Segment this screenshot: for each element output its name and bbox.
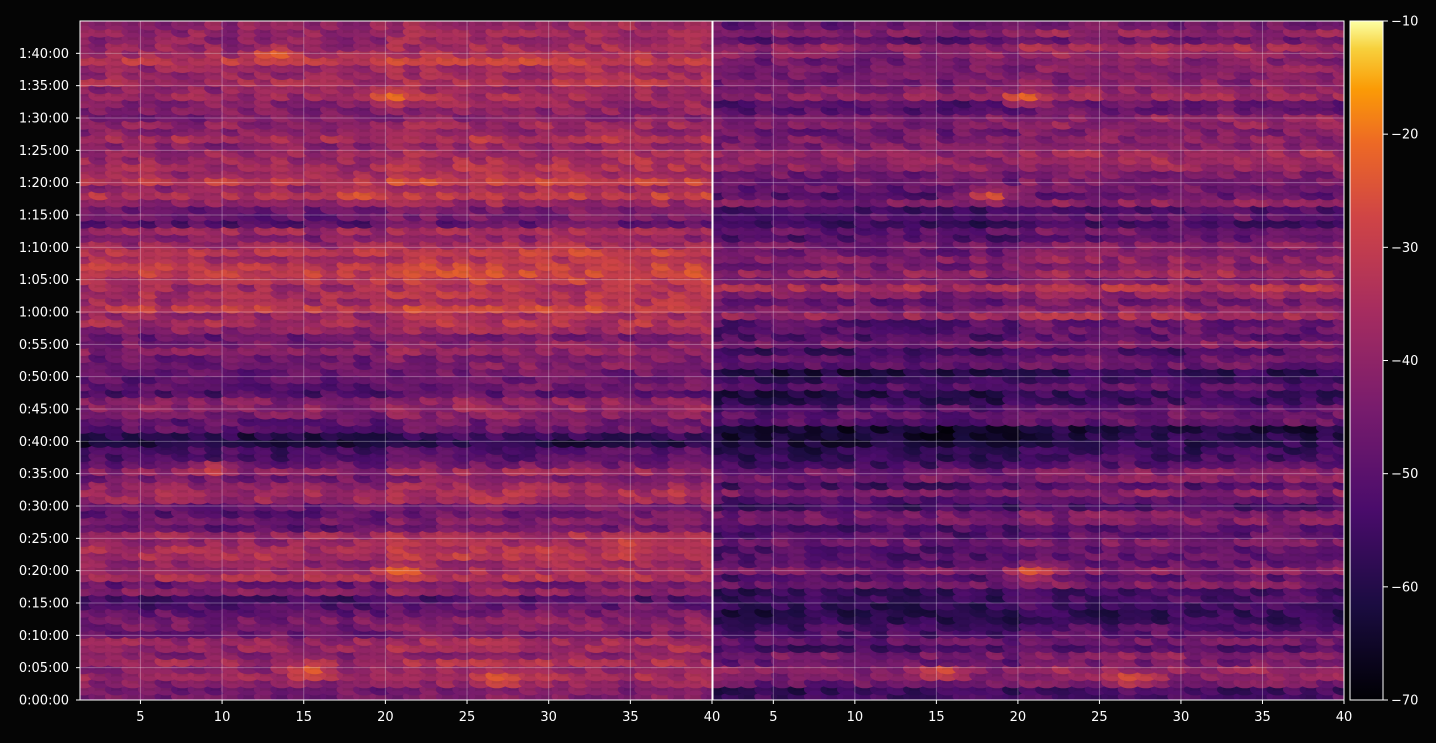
heat-cell [700,21,712,31]
left-panel-heatmap [80,21,712,700]
right-panel-heatmap [713,21,1344,700]
